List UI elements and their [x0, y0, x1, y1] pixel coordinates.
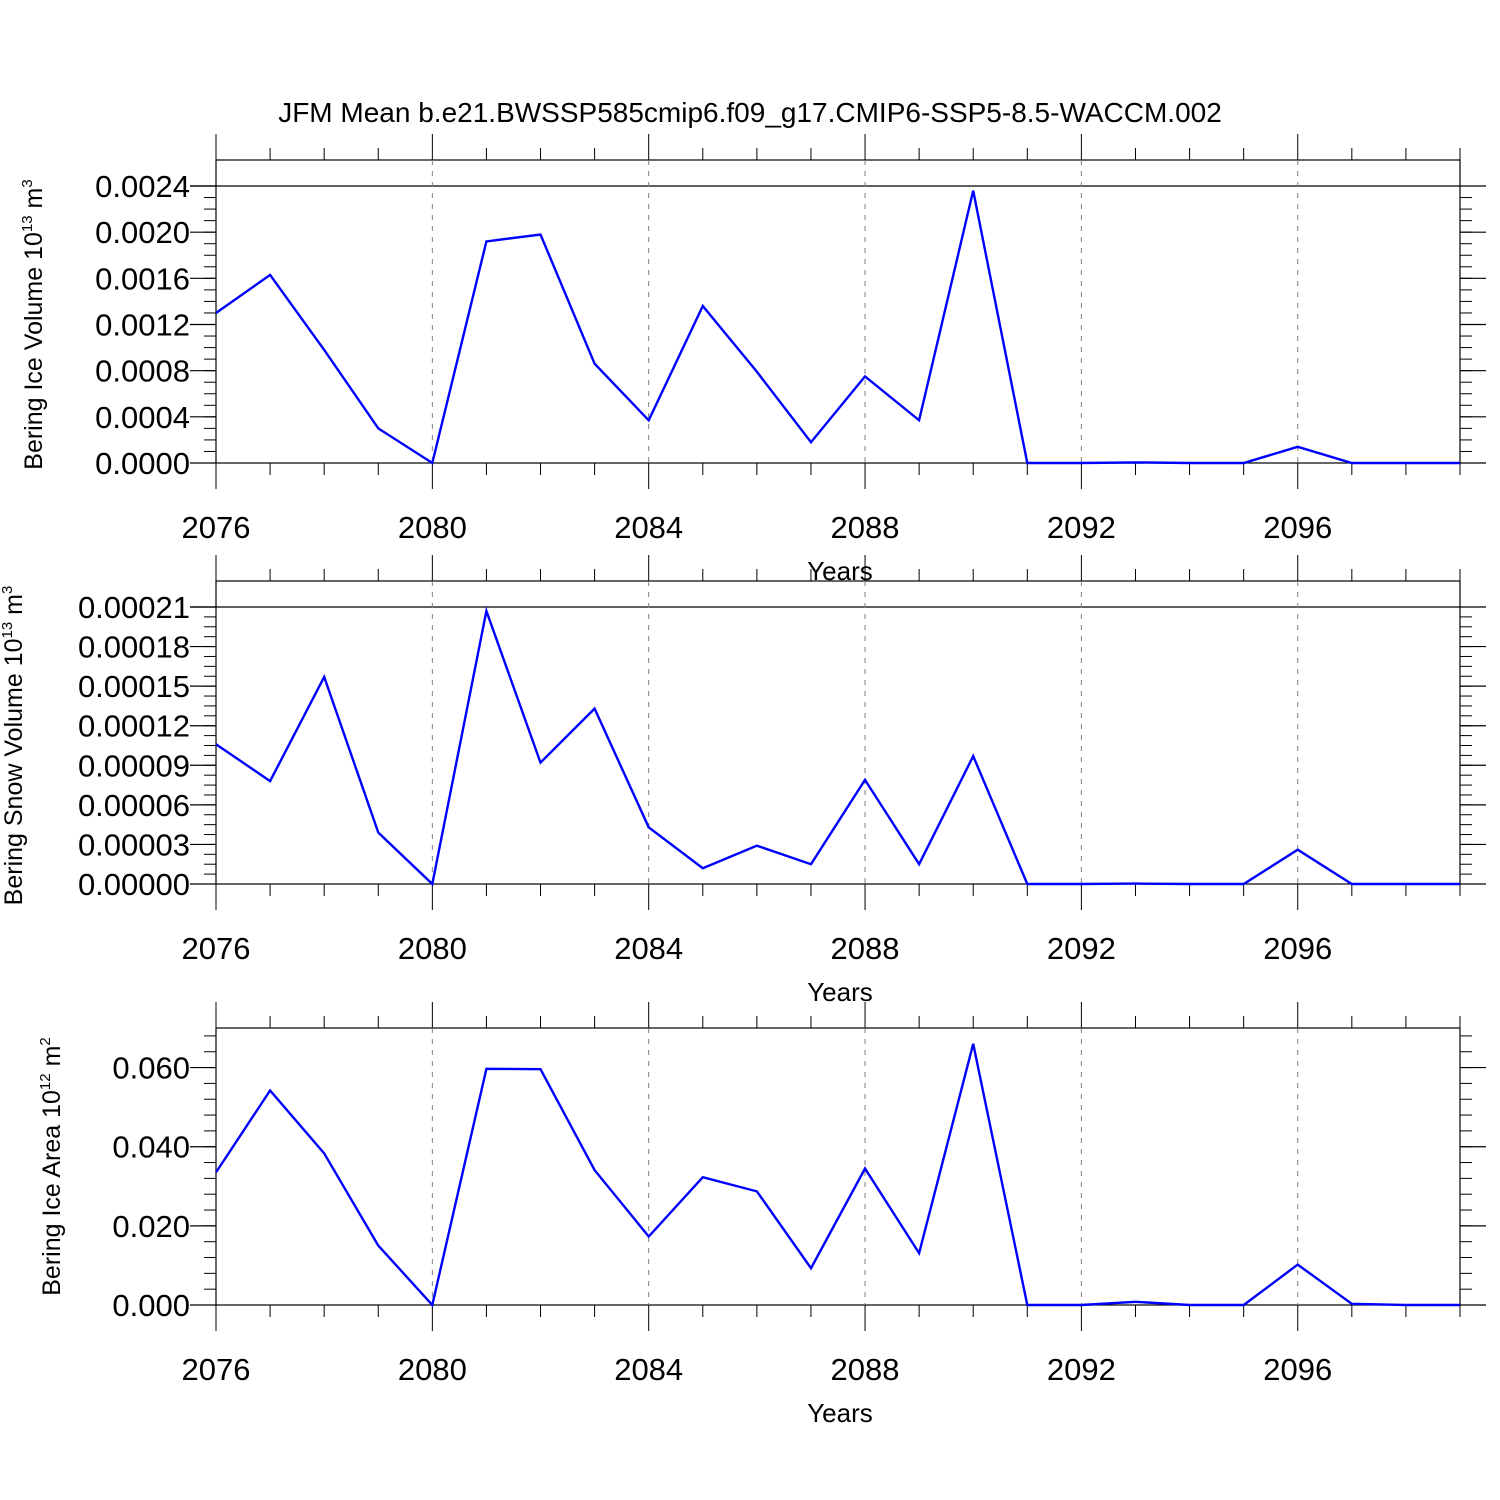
- snow-volume-ytick-label: 0.00003: [78, 827, 190, 862]
- snow-volume-frame: [215, 580, 1461, 885]
- panels: 2076 2080 2084 2088 2092 2096 Years 0.0000 0.000…: [0, 134, 1486, 1428]
- snow-volume-xtick-label: 2080: [398, 931, 467, 966]
- snow-volume-xtick-label: 2076: [182, 931, 251, 966]
- snow-volume-xtick-label: 2092: [1047, 931, 1116, 966]
- ice-area-xtick-label: 2080: [398, 1352, 467, 1387]
- ice-volume-ytick-label: 0.0016: [95, 261, 190, 296]
- snow-volume-ytick-label: 0.00006: [78, 788, 190, 823]
- ice-volume-xtick-label: 2080: [398, 510, 467, 545]
- snow-volume-ylabel-exp: 13: [0, 622, 16, 639]
- ice-area-ylabel-exp: 12: [37, 1073, 54, 1090]
- ice-volume-xtick-label: 2088: [831, 510, 900, 545]
- chart-title: JFM Mean b.e21.BWSSP585cmip6.f09_g17.CMI…: [278, 97, 1222, 128]
- ice-area-xtick-label: 2096: [1263, 1352, 1332, 1387]
- snow-volume-xtick-label: 2088: [831, 931, 900, 966]
- ice-volume-ylabel-unit-exp: 3: [19, 179, 36, 187]
- ice-area-frame: [215, 1027, 1461, 1306]
- ice-area-xtick-label: 2084: [614, 1352, 683, 1387]
- snow-volume-xlabel: Years: [807, 977, 873, 1007]
- snow-volume-xtick-label: 2096: [1263, 931, 1332, 966]
- ice-volume-ytick-label: 0.0000: [95, 446, 190, 481]
- ice-area-xtick-label: 2088: [831, 1352, 900, 1387]
- ice-volume-ytick-label: 0.0012: [95, 308, 190, 343]
- snow-volume-ylabel-unit: m: [0, 594, 28, 622]
- ice-area-xtick-label: 2076: [182, 1352, 251, 1387]
- ice-volume-ytick-label: 0.0020: [95, 215, 190, 250]
- ice-volume-series-line: [215, 190, 1460, 465]
- ice-area-ylabel: Bering Ice Area 1012 m2: [37, 1037, 66, 1296]
- ice-volume-frame: [215, 159, 1461, 464]
- snow-volume-series-line: [215, 606, 1460, 887]
- ice-volume-ytick-label: 0.0004: [95, 400, 190, 435]
- ice-area-panel: 2076 2080 2084 2088 2092 2096 Years 0.000 0.020 0…: [37, 1002, 1486, 1428]
- ice-area-ytick-label: 0.040: [112, 1130, 190, 1165]
- snow-volume-ytick-label: 0.00015: [78, 669, 190, 704]
- snow-volume-ylabel-unit-exp: 3: [0, 586, 16, 594]
- ice-volume-ytick-label: 0.0024: [95, 169, 190, 204]
- ice-volume-ylabel-unit: m: [20, 188, 48, 216]
- ice-area-series-line: [214, 1043, 1460, 1308]
- ice-volume-xtick-label: 2092: [1047, 510, 1116, 545]
- ice-area-ytick-label: 0.060: [112, 1051, 190, 1086]
- ice-area-xlabel: Years: [807, 1398, 873, 1428]
- ice-volume-panel: 2076 2080 2084 2088 2092 2096Years0.00000.000…: [19, 134, 1486, 586]
- ice-area-ylabel-main: Bering Ice Area 10: [38, 1090, 66, 1296]
- snow-volume-ytick-label: 0.00012: [78, 709, 190, 744]
- snow-volume-panel: 2076 2080 2084 2088 2092 2096 Years 0.00000 0.00…: [0, 555, 1486, 1007]
- ice-area-xtick-label: 2092: [1047, 1352, 1116, 1387]
- ice-volume-xtick-label: 2076: [182, 510, 251, 545]
- ice-volume-ylabel: Bering Ice Volume 1013 m3: [19, 179, 48, 469]
- ice-area-ylabel-unit: m: [38, 1046, 66, 1074]
- snow-volume-ytick-label: 0.00000: [78, 867, 190, 902]
- ice-volume-xtick-label: 2096: [1263, 510, 1332, 545]
- snow-volume-ytick-label: 0.00009: [78, 748, 190, 783]
- ice-volume-ylabel-exp: 13: [19, 215, 36, 232]
- ice-volume-ytick-label: 0.0008: [95, 354, 190, 389]
- ice-area-ytick-label: 0.000: [112, 1288, 190, 1323]
- snow-volume-ylabel: Bering Snow Volume 1013 m3: [0, 586, 28, 906]
- ice-volume-xtick-label: 2084: [614, 510, 683, 545]
- snow-volume-ytick-label: 0.00021: [78, 590, 190, 625]
- snow-volume-ylabel-main: Bering Snow Volume 10: [0, 638, 28, 905]
- ice-area-ytick-label: 0.020: [112, 1209, 190, 1244]
- snow-volume-xtick-label: 2084: [614, 931, 683, 966]
- snow-volume-ytick-label: 0.00018: [78, 630, 190, 665]
- ice-volume-ylabel-main: Bering Ice Volume 10: [20, 232, 48, 470]
- ice-area-ylabel-unit-exp: 2: [37, 1037, 54, 1045]
